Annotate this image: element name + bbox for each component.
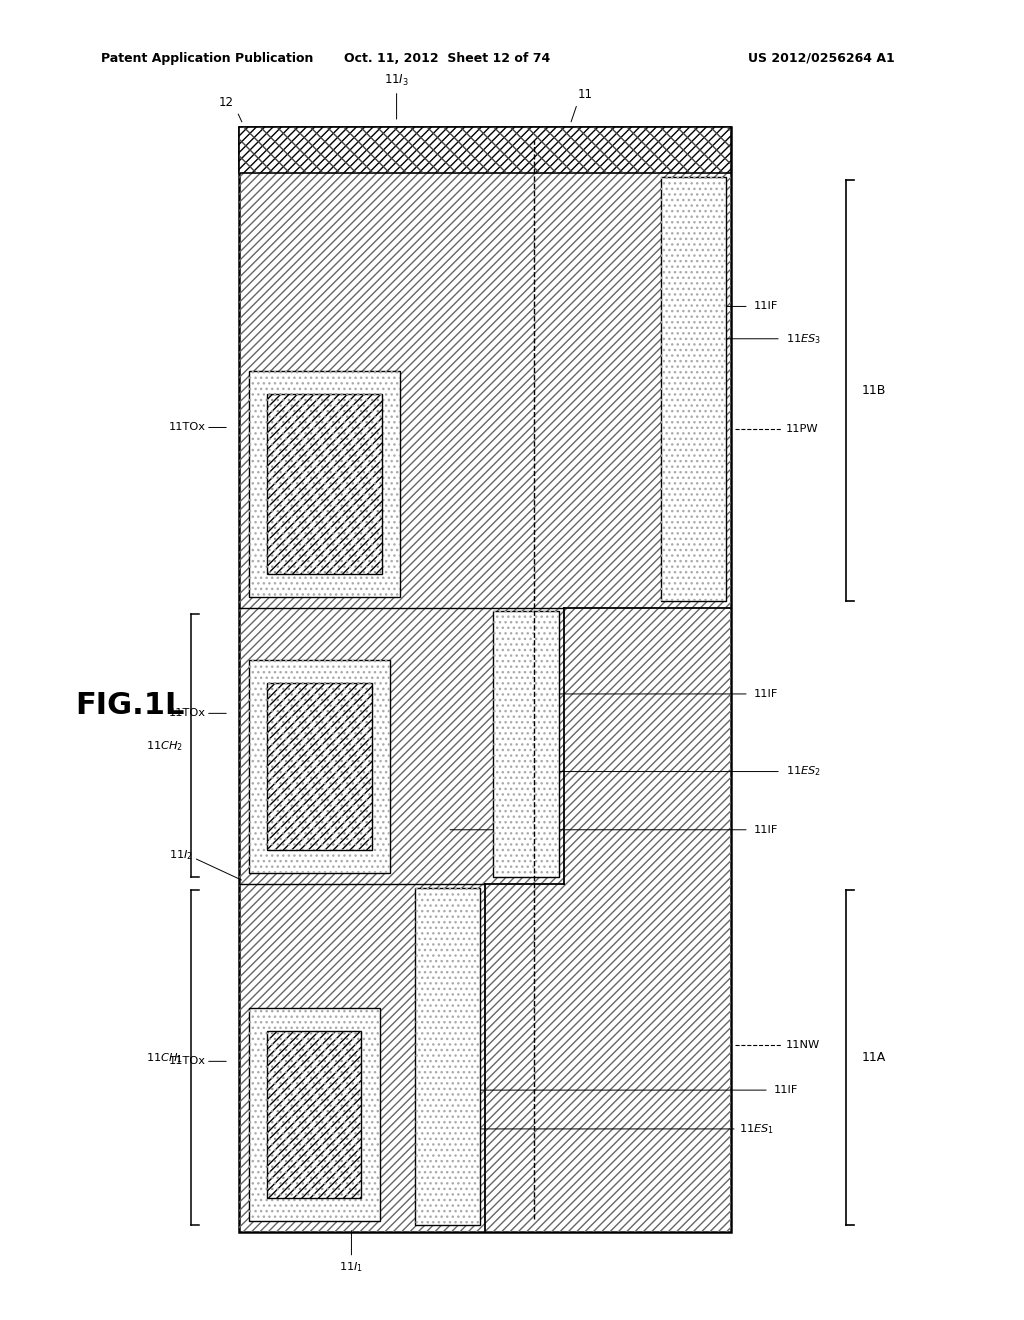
Text: 11B: 11B xyxy=(861,384,886,397)
Bar xyxy=(239,127,731,1232)
Text: $11I_1$: $11I_1$ xyxy=(339,1261,364,1274)
Bar xyxy=(660,177,726,601)
Text: $11CH_2$: $11CH_2$ xyxy=(145,739,183,752)
Bar xyxy=(249,1008,380,1221)
Bar xyxy=(249,1008,380,1221)
Bar xyxy=(267,684,372,850)
Text: 11TOx: 11TOx xyxy=(169,709,206,718)
Text: 12: 12 xyxy=(219,96,234,110)
Text: Oct. 11, 2012  Sheet 12 of 74: Oct. 11, 2012 Sheet 12 of 74 xyxy=(344,51,550,65)
Bar xyxy=(415,887,480,1225)
Bar xyxy=(494,611,558,878)
Bar xyxy=(267,1031,361,1199)
Text: 11PW: 11PW xyxy=(786,424,818,434)
Text: 11TOx: 11TOx xyxy=(169,422,206,433)
Bar xyxy=(249,660,389,874)
Text: $11ES_1$: $11ES_1$ xyxy=(738,1122,774,1135)
Bar xyxy=(267,684,372,850)
Text: $11ES_2$: $11ES_2$ xyxy=(786,764,821,779)
Text: 11IF: 11IF xyxy=(774,1085,799,1096)
Text: 11NW: 11NW xyxy=(786,1040,820,1049)
Bar xyxy=(267,395,382,574)
Bar xyxy=(660,177,726,601)
Text: 11A: 11A xyxy=(861,1051,886,1064)
Text: 11TOx: 11TOx xyxy=(169,1056,206,1067)
Text: $11I_2$: $11I_2$ xyxy=(169,849,193,862)
Bar xyxy=(267,395,382,574)
Text: $11I_3$: $11I_3$ xyxy=(384,73,409,88)
Text: $11CH_1$: $11CH_1$ xyxy=(145,1051,183,1065)
Text: 11IF: 11IF xyxy=(754,825,778,834)
Bar xyxy=(249,371,399,597)
Bar xyxy=(239,127,731,173)
Text: US 2012/0256264 A1: US 2012/0256264 A1 xyxy=(748,51,895,65)
Text: Patent Application Publication: Patent Application Publication xyxy=(100,51,313,65)
Bar xyxy=(239,127,731,1232)
Bar xyxy=(494,611,558,878)
Text: 11IF: 11IF xyxy=(754,301,778,312)
Bar xyxy=(249,660,389,874)
Text: $11ES_3$: $11ES_3$ xyxy=(786,331,821,346)
Text: 11: 11 xyxy=(578,88,592,102)
Bar xyxy=(267,1031,361,1199)
Text: FIG.1L: FIG.1L xyxy=(76,690,185,719)
Bar xyxy=(239,127,731,173)
Text: 11IF: 11IF xyxy=(754,689,778,700)
Bar xyxy=(415,887,480,1225)
Bar xyxy=(249,371,399,597)
